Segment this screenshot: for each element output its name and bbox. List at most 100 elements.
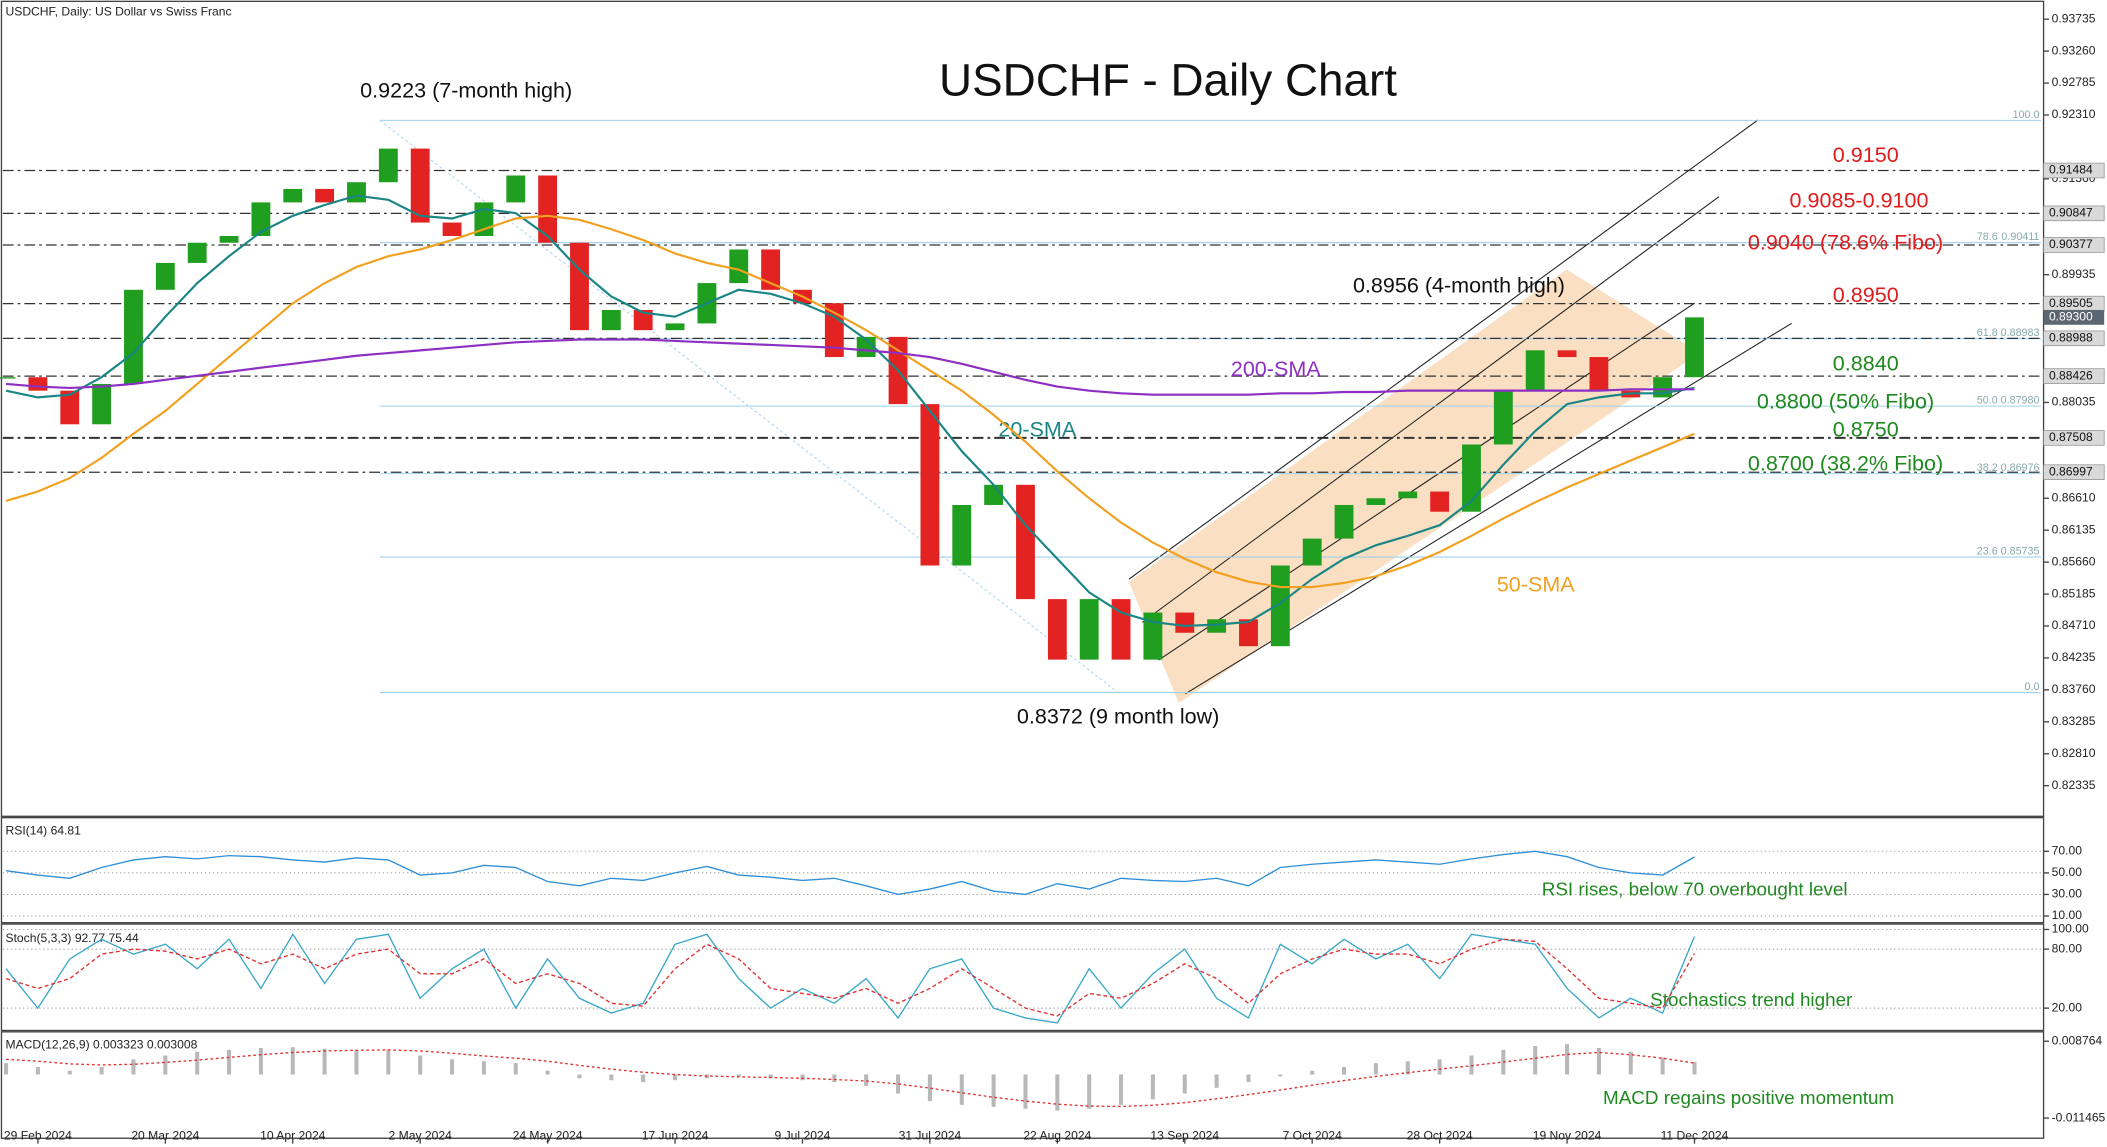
resistance-label: 0.9085-0.9100 bbox=[1790, 188, 1929, 213]
macd-bar bbox=[1342, 1066, 1347, 1075]
macd-bar bbox=[1533, 1046, 1538, 1075]
rsi-panel-border bbox=[0, 816, 2045, 924]
level-box bbox=[2043, 237, 2105, 253]
macd-bar bbox=[481, 1061, 486, 1075]
y-tick-label: 0.93735 bbox=[2052, 11, 2096, 25]
macd-bar bbox=[1692, 1061, 1697, 1075]
sma-line bbox=[5, 338, 1695, 396]
y-tick-label: 0.86610 bbox=[2052, 490, 2096, 504]
fibo-price: 0.86976 bbox=[2001, 462, 2040, 474]
candle bbox=[761, 249, 781, 290]
y-tick-label: 0.84235 bbox=[2052, 650, 2096, 664]
macd-bar bbox=[545, 1070, 550, 1075]
macd-bar bbox=[1660, 1057, 1665, 1075]
fibo-ratio: 0.0 bbox=[2025, 681, 2040, 693]
macd-bar bbox=[354, 1049, 359, 1075]
annotation: 0.8372 (9 month low) bbox=[1017, 704, 1219, 729]
level-box bbox=[2043, 368, 2105, 384]
candle bbox=[219, 236, 239, 243]
macd-bar bbox=[959, 1074, 964, 1105]
x-tick-label: 2 May 2024 bbox=[389, 1128, 453, 1142]
candle bbox=[155, 262, 175, 290]
x-tick-label: 28 Oct 2024 bbox=[1407, 1128, 1473, 1142]
macd-bar bbox=[641, 1074, 646, 1083]
annotation: Stochastics trend higher bbox=[1650, 989, 1852, 1010]
support-label: 0.8800 (50% Fibo) bbox=[1757, 388, 1934, 413]
macd-signal bbox=[6, 1049, 1695, 1108]
annotation: RSI rises, below 70 overbought level bbox=[1542, 878, 1848, 899]
candle bbox=[1079, 599, 1099, 660]
macd-bar bbox=[99, 1066, 104, 1075]
y-tick-label: 0.83285 bbox=[2052, 714, 2096, 728]
level-label: 0.89505 bbox=[2049, 296, 2093, 310]
fibo-price: 0.90411 bbox=[2001, 231, 2039, 243]
macd-bar bbox=[195, 1051, 200, 1075]
fibo-ratio: 50.0 bbox=[1977, 395, 1998, 407]
macd-bar bbox=[927, 1074, 932, 1102]
macd-bar bbox=[513, 1063, 518, 1075]
macd-bar bbox=[1150, 1074, 1155, 1100]
candle bbox=[28, 377, 48, 391]
candle bbox=[1207, 619, 1227, 633]
candle bbox=[570, 242, 589, 331]
y-tick-label: -0.011465 bbox=[2052, 1110, 2106, 1124]
macd-bar bbox=[832, 1074, 837, 1083]
level-label: 0.86997 bbox=[2049, 464, 2093, 478]
x-tick-label: 17 Jun 2024 bbox=[642, 1128, 709, 1142]
macd-bar bbox=[1596, 1047, 1601, 1075]
y-tick-label: 0.92785 bbox=[2052, 75, 2096, 89]
resistance-label: 0.8950 bbox=[1833, 282, 1899, 307]
candle bbox=[856, 336, 876, 358]
x-tick-label: 11 Dec 2024 bbox=[1661, 1128, 1729, 1142]
resistance-label: 0.9040 (78.6% Fibo) bbox=[1748, 230, 1943, 255]
candle bbox=[1175, 612, 1195, 633]
fibo-ratio: 23.6 bbox=[1977, 546, 1998, 558]
candle bbox=[601, 309, 621, 331]
level-label: 0.88988 bbox=[2049, 331, 2093, 345]
fibo-ratio: 78.6 bbox=[1977, 231, 1998, 243]
x-tick-label: 31 Jul 2024 bbox=[899, 1128, 962, 1142]
macd-bar bbox=[800, 1074, 805, 1081]
macd-bar bbox=[609, 1074, 614, 1081]
macd-bar bbox=[864, 1074, 869, 1086]
y-tick-label: 0.83760 bbox=[2052, 682, 2096, 696]
candle bbox=[1493, 390, 1513, 445]
x-tick-label: 19 Nov 2024 bbox=[1533, 1128, 1602, 1142]
macd-bar bbox=[736, 1074, 741, 1077]
y-tick-label: 0.88035 bbox=[2052, 395, 2096, 409]
candle bbox=[729, 249, 749, 284]
macd-bar bbox=[1278, 1074, 1283, 1077]
x-tick-label: 10 Apr 2024 bbox=[260, 1128, 326, 1142]
fibo-ratio: 38.2 bbox=[1977, 462, 1998, 474]
fibo-price: 0.88983 bbox=[2001, 327, 2040, 339]
candle bbox=[665, 323, 685, 331]
y-tick-label: 0.84710 bbox=[2052, 618, 2096, 632]
level-label: 0.88426 bbox=[2049, 368, 2093, 382]
macd-bar bbox=[673, 1074, 678, 1081]
y-tick-label: 0.85660 bbox=[2052, 554, 2096, 568]
candle bbox=[1366, 498, 1386, 505]
macd-bar bbox=[4, 1063, 9, 1075]
candle bbox=[251, 202, 271, 237]
macd-bar bbox=[1023, 1074, 1028, 1109]
macd-bar bbox=[290, 1047, 295, 1075]
y-tick-label: 20.00 bbox=[2052, 1000, 2083, 1014]
macd-bar bbox=[1469, 1055, 1474, 1075]
candle bbox=[378, 148, 398, 183]
fibo-diagonal bbox=[379, 119, 1119, 693]
annotation: MACD regains positive momentum bbox=[1603, 1087, 1894, 1108]
y-tick-label: 0.85185 bbox=[2052, 586, 2096, 600]
x-tick-label: 7 Oct 2024 bbox=[1283, 1128, 1343, 1142]
candle bbox=[1557, 350, 1577, 358]
level-label: 0.91484 bbox=[2049, 163, 2093, 177]
macd-bar bbox=[1373, 1063, 1378, 1075]
annotation: 0.9223 (7-month high) bbox=[360, 77, 572, 102]
candle bbox=[0, 377, 16, 379]
resistance-label: 0.9150 bbox=[1833, 142, 1899, 167]
candle bbox=[92, 383, 112, 425]
macd-bar bbox=[1214, 1074, 1219, 1088]
candle bbox=[1047, 599, 1067, 660]
fibo-price: 0.87980 bbox=[2001, 395, 2040, 407]
macd-bar bbox=[1628, 1051, 1633, 1075]
